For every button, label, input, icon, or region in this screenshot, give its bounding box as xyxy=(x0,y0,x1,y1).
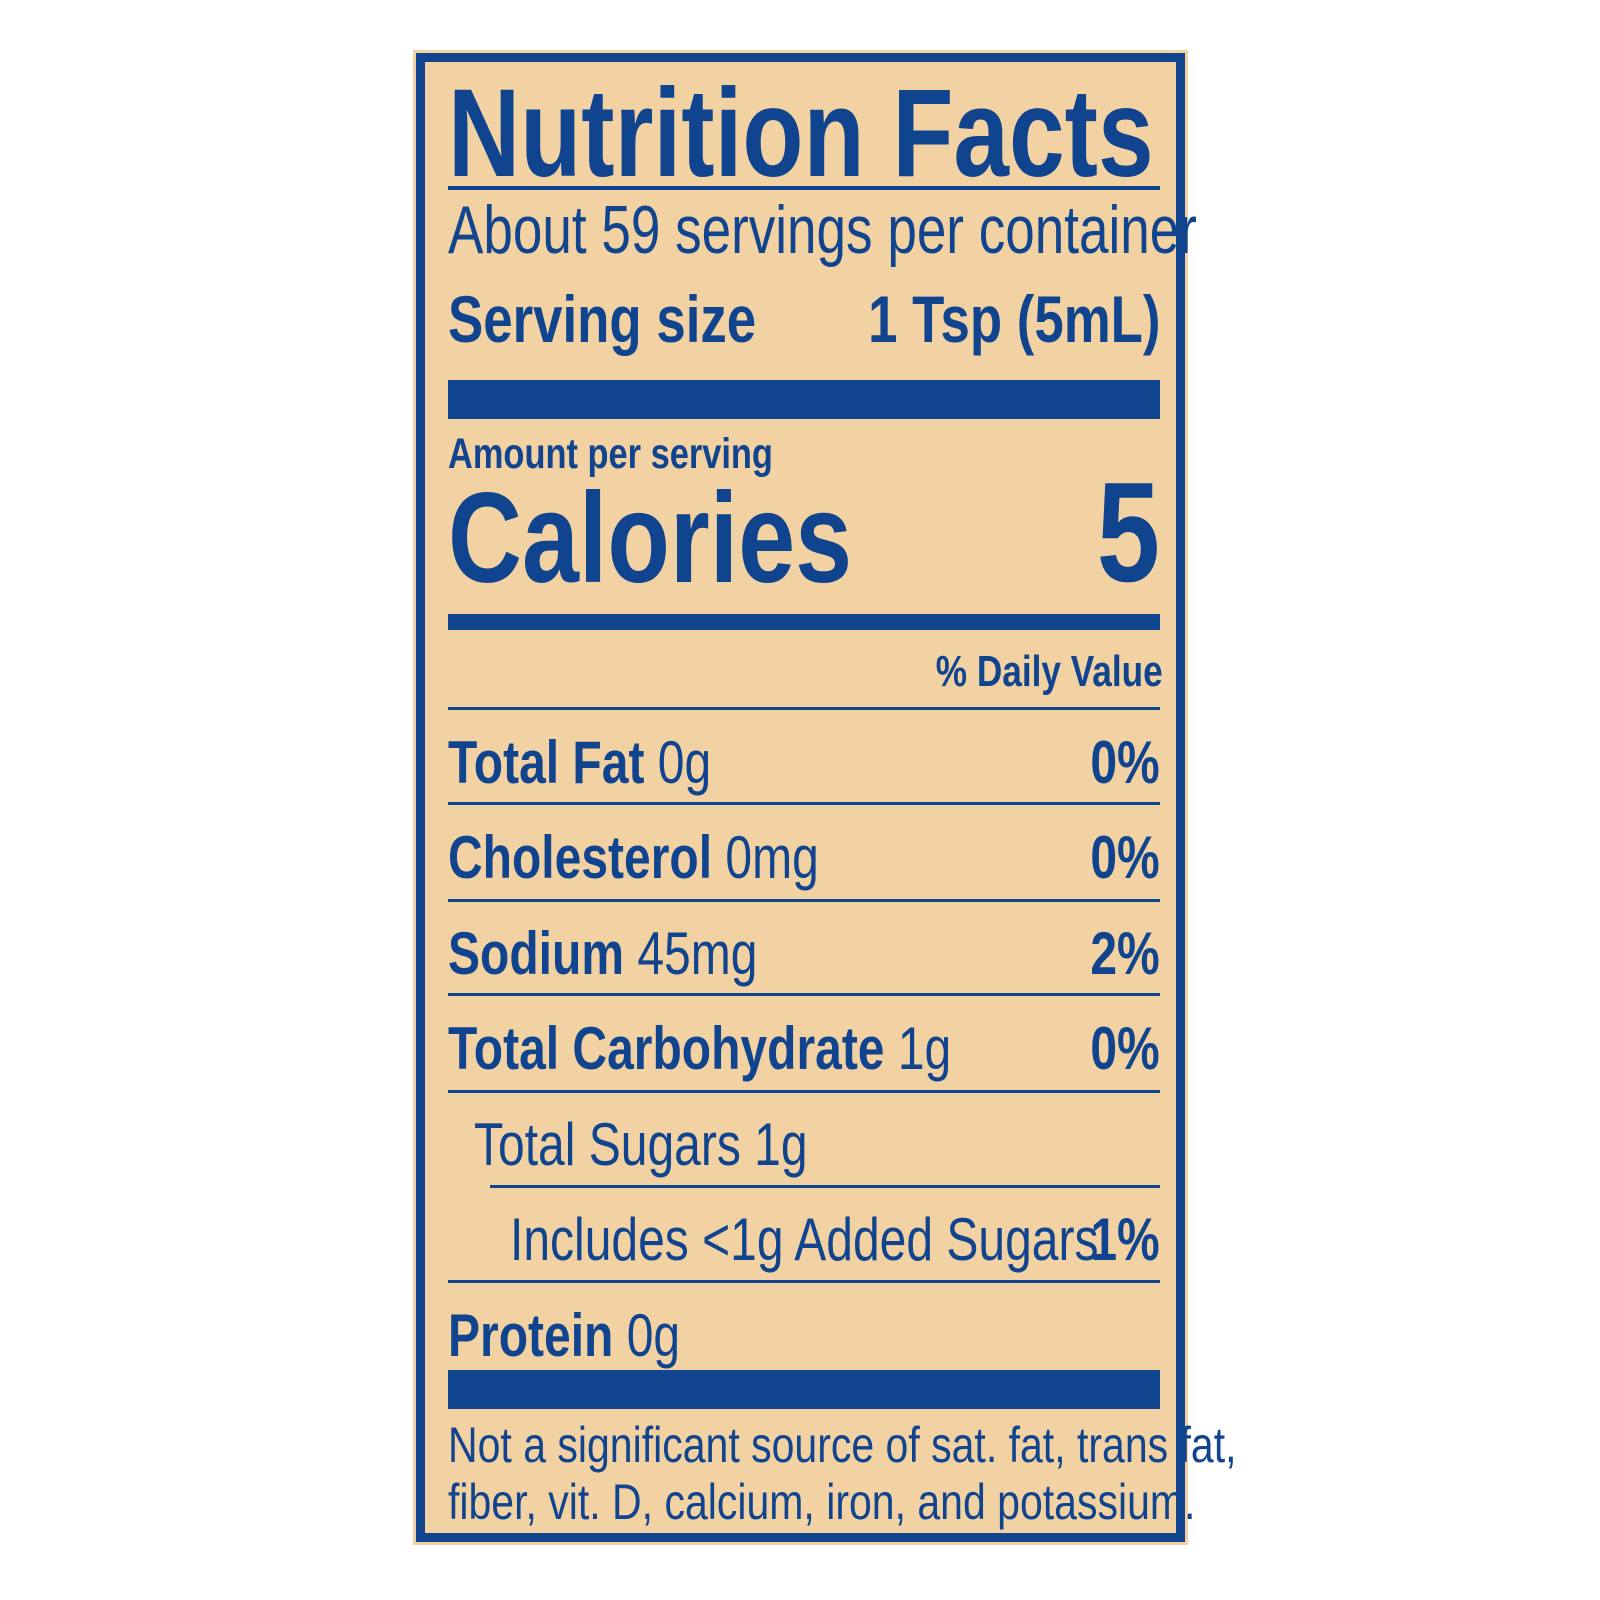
nutrient-row-added-sugars: Includes <1g Added Sugars xyxy=(510,1206,1099,1273)
nutrient-amount: 0g xyxy=(626,1302,681,1369)
label-border xyxy=(416,53,1185,1542)
footnote-line: fiber, vit. D, calcium, iron, and potass… xyxy=(448,1474,1196,1530)
row-divider xyxy=(448,993,1160,996)
nutrient-name: Cholesterol xyxy=(448,824,713,891)
nutrition-label xyxy=(413,50,1188,1545)
servings-per-container: About 59 servings per container xyxy=(448,192,1197,268)
nutrient-amount: 0mg xyxy=(725,824,819,891)
row-divider xyxy=(448,899,1160,902)
nutrient-dv: 0% xyxy=(1090,824,1160,891)
row-divider xyxy=(490,1185,1160,1188)
calories-value: 5 xyxy=(1096,453,1160,612)
amount-per-serving: Amount per serving xyxy=(448,430,773,478)
serving-size-value: 1 Tsp (5mL) xyxy=(867,282,1160,356)
nutrient-amount: 1g xyxy=(897,1015,952,1082)
title: Nutrition Facts xyxy=(448,64,1154,203)
row-divider xyxy=(448,1280,1160,1283)
nutrient-row-sodium: Sodium 45mg xyxy=(448,924,757,984)
daily-value-header: % Daily Value xyxy=(936,647,1163,696)
thick-divider xyxy=(448,1370,1160,1409)
nutrient-row-total-fat: Total Fat 0g xyxy=(448,733,711,793)
nutrient-name: Protein xyxy=(448,1302,614,1369)
nutrient-name: Total Fat xyxy=(448,729,645,796)
row-divider xyxy=(448,1090,1160,1093)
calories-label: Calories xyxy=(448,467,853,610)
nutrient-dv: 0% xyxy=(1090,1015,1160,1082)
nutrient-row-total-sugars: Total Sugars 1g xyxy=(474,1111,808,1178)
divider xyxy=(448,186,1160,190)
row-divider xyxy=(448,707,1160,710)
medium-divider xyxy=(448,614,1160,630)
thick-divider xyxy=(448,380,1160,419)
nutrient-dv: 2% xyxy=(1090,920,1160,987)
footnote-line: Not a significant source of sat. fat, tr… xyxy=(448,1417,1237,1473)
nutrient-row-total-carbohydrate: Total Carbohydrate 1g xyxy=(448,1019,951,1079)
nutrient-dv: 1% xyxy=(1090,1206,1160,1273)
nutrient-amount: 45mg xyxy=(637,920,758,987)
nutrient-amount: 0g xyxy=(657,729,712,796)
nutrient-name: Total Carbohydrate xyxy=(448,1015,885,1082)
row-divider xyxy=(448,802,1160,805)
nutrient-dv: 0% xyxy=(1090,729,1160,796)
serving-size-label: Serving size xyxy=(448,282,757,356)
nutrient-row-cholesterol: Cholesterol 0mg xyxy=(448,828,819,888)
nutrient-row-protein: Protein 0g xyxy=(448,1306,680,1366)
nutrient-name: Sodium xyxy=(448,920,624,987)
